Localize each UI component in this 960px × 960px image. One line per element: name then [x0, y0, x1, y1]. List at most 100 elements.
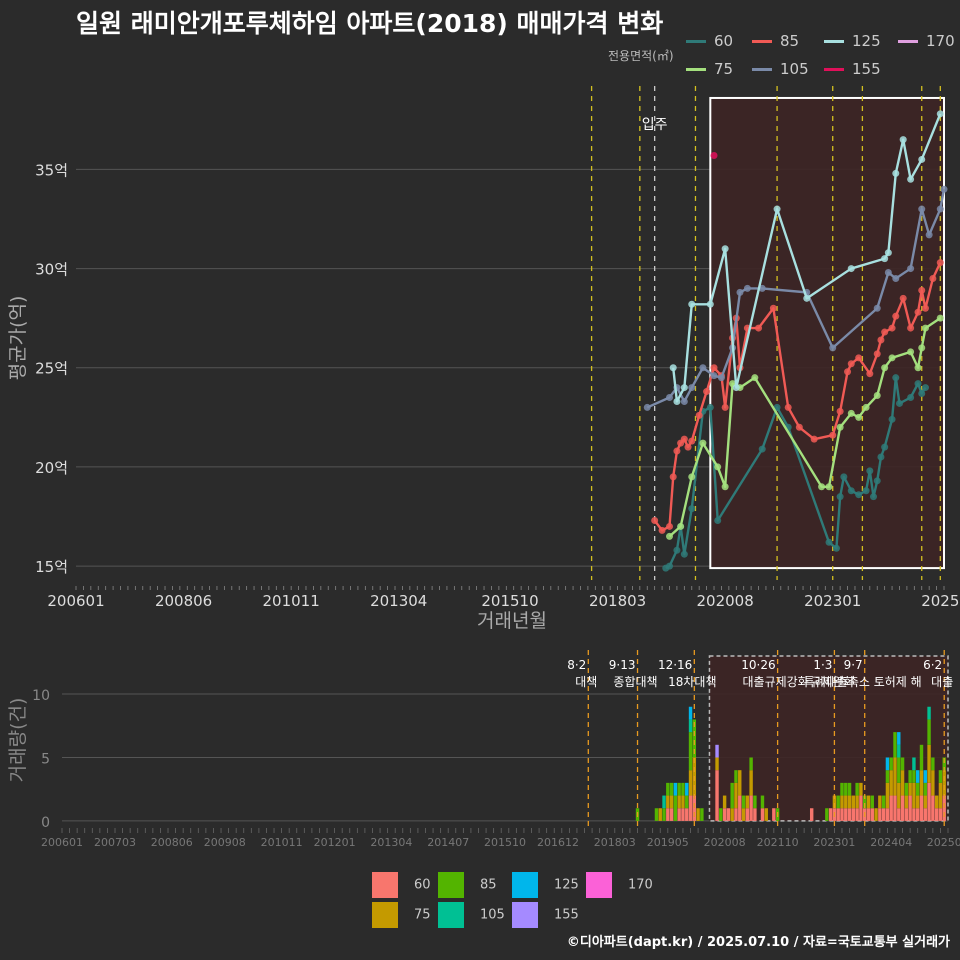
data-point-60 [888, 415, 896, 423]
bar-x-tick-label: 201612 [537, 836, 579, 849]
data-point-105 [743, 284, 751, 292]
data-point-60 [892, 374, 900, 382]
bar-segment-75 [851, 795, 856, 809]
data-point-85 [844, 368, 852, 376]
data-point-125 [669, 364, 677, 372]
x-axis-title: 거래년월 [477, 610, 547, 632]
bar-segment-85 [692, 719, 697, 758]
policy-date-label: 1·3 [813, 658, 832, 672]
bar-legend-swatch [512, 872, 538, 898]
data-point-75 [918, 344, 926, 352]
data-point-85 [651, 516, 659, 524]
bar-legend-label: 170 [628, 877, 653, 893]
bar-segment-60 [908, 795, 912, 821]
bar-segment-60 [692, 795, 697, 821]
data-point-85 [810, 435, 818, 443]
series-line-105 [646, 188, 946, 409]
data-point-75 [862, 403, 870, 411]
bar-segment-85 [836, 795, 840, 809]
bar-segment-75 [874, 808, 878, 821]
data-point-85 [866, 370, 874, 378]
legend-item-105: 105 [752, 60, 809, 78]
x-tick-label: 2025 [921, 592, 959, 610]
bar-segment-60 [923, 808, 927, 821]
policy-label: 대책 [575, 674, 597, 689]
bar-segment-75 [934, 795, 939, 809]
bar-segment-75 [734, 782, 738, 809]
data-point-60 [914, 380, 922, 388]
bar-segment-85 [931, 757, 935, 771]
bar-segment-60 [772, 808, 776, 821]
event-label: 입주 [642, 117, 668, 133]
data-point-125 [918, 155, 926, 163]
bar-segment-75 [931, 770, 935, 796]
bar-segment-60 [734, 808, 738, 821]
bar-legend-swatch [586, 872, 612, 898]
bar-segment-75 [938, 782, 943, 809]
bar-segment-75 [749, 770, 753, 796]
data-point-75 [888, 354, 896, 362]
bar-segment-60 [904, 808, 909, 821]
legend-swatch [752, 40, 772, 43]
legend-label: 155 [852, 60, 881, 78]
data-point-125 [680, 384, 688, 392]
y-tick-label: 35억 [35, 161, 68, 179]
bar-segment-75 [855, 795, 859, 809]
data-point-85 [877, 336, 885, 344]
bar-segment-85 [654, 808, 659, 821]
data-point-85 [881, 328, 889, 336]
data-point-125 [899, 136, 907, 144]
bar-x-tick-label: 200703 [94, 836, 136, 849]
bar-segment-60 [859, 795, 863, 821]
y-tick-label: 15억 [35, 558, 68, 576]
data-point-85 [658, 526, 666, 534]
bar-segment-60 [760, 808, 765, 821]
bar-segment-85 [825, 808, 829, 821]
bar-segment-75 [730, 808, 734, 821]
data-point-60 [895, 399, 903, 407]
bar-segment-60 [745, 808, 750, 821]
data-point-85 [688, 437, 696, 445]
legend-item-155: 155 [824, 60, 881, 78]
data-point-85 [918, 286, 926, 294]
legend-title: 전용면적(㎡) [608, 49, 674, 63]
bar-legend-label: 60 [414, 877, 431, 893]
data-point-125 [847, 265, 855, 273]
bottom-legend: 60 85 125 170 75 105 155 [372, 872, 672, 932]
bar-segment-60 [685, 808, 689, 821]
data-point-85 [669, 473, 677, 481]
bar-segment-85 [862, 795, 867, 809]
data-point-85 [673, 447, 681, 455]
legend-label: 75 [714, 60, 734, 78]
bar-segment-75 [745, 795, 750, 809]
data-point-85 [892, 312, 900, 320]
data-point-75 [751, 374, 759, 382]
bar-legend-swatch [438, 902, 464, 928]
legend-item-85: 85 [752, 32, 799, 50]
bar-x-tick-label: 201803 [594, 836, 636, 849]
data-point-85 [855, 354, 863, 362]
bar-segment-60 [666, 808, 670, 821]
bar-legend-swatch [372, 872, 398, 898]
bar-segment-60 [809, 808, 814, 821]
bar-segment-60 [851, 808, 856, 821]
legend-swatch [898, 40, 918, 43]
bar-segment-60 [866, 808, 871, 821]
bar-segment-60 [836, 808, 840, 821]
bar-segment-125 [673, 782, 678, 796]
data-point-60 [688, 505, 696, 513]
data-point-105 [680, 397, 688, 405]
data-point-60 [870, 493, 878, 501]
bar-segment-75 [878, 795, 882, 809]
bar-segment-75 [677, 795, 681, 809]
legend-item-125: 125 [824, 32, 881, 50]
data-point-60 [832, 544, 840, 552]
x-tick-label: 200601 [47, 592, 104, 610]
bar-segment-75 [919, 770, 924, 796]
data-point-60 [862, 487, 870, 495]
bar-segment-85 [893, 732, 897, 758]
data-point-75 [714, 463, 722, 471]
bar-segment-85 [677, 782, 681, 796]
bar-segment-85 [927, 719, 931, 745]
legend-swatch [752, 68, 772, 71]
